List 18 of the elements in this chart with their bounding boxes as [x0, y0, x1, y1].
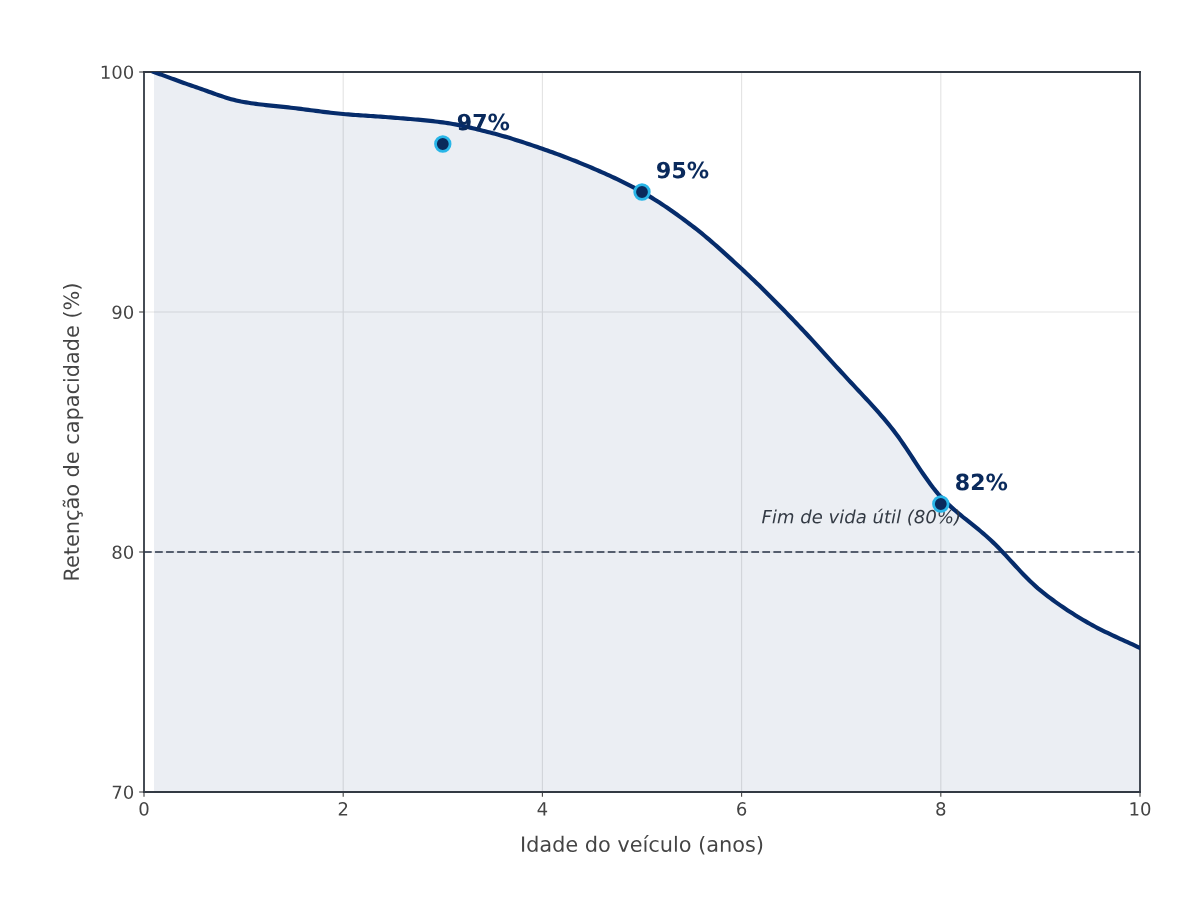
- x-tick-label: 6: [737, 802, 747, 816]
- ref-line-label: Fim de vida útil (80%): [762, 508, 960, 526]
- x-tick-label: 0: [139, 802, 149, 816]
- y-tick-label: 70: [112, 785, 134, 800]
- y-axis-title: Retenção de capacidade (%): [62, 284, 84, 580]
- y-tick-label: 90: [112, 305, 134, 320]
- data-label: 82%: [956, 473, 1008, 491]
- x-tick-label: 2: [338, 802, 348, 816]
- y-tick-label: 100: [101, 65, 134, 80]
- data-label: 95%: [657, 161, 709, 179]
- point: [633, 183, 651, 201]
- point: [434, 135, 452, 153]
- x-tick-label: 8: [936, 802, 946, 816]
- data-label: 97%: [457, 113, 510, 131]
- x-axis-title: Idade do veículo (anos): [522, 835, 763, 855]
- x-tick-label: 10: [1130, 802, 1151, 816]
- y-tick-label: 80: [112, 545, 134, 560]
- x-tick-label: 4: [537, 802, 548, 816]
